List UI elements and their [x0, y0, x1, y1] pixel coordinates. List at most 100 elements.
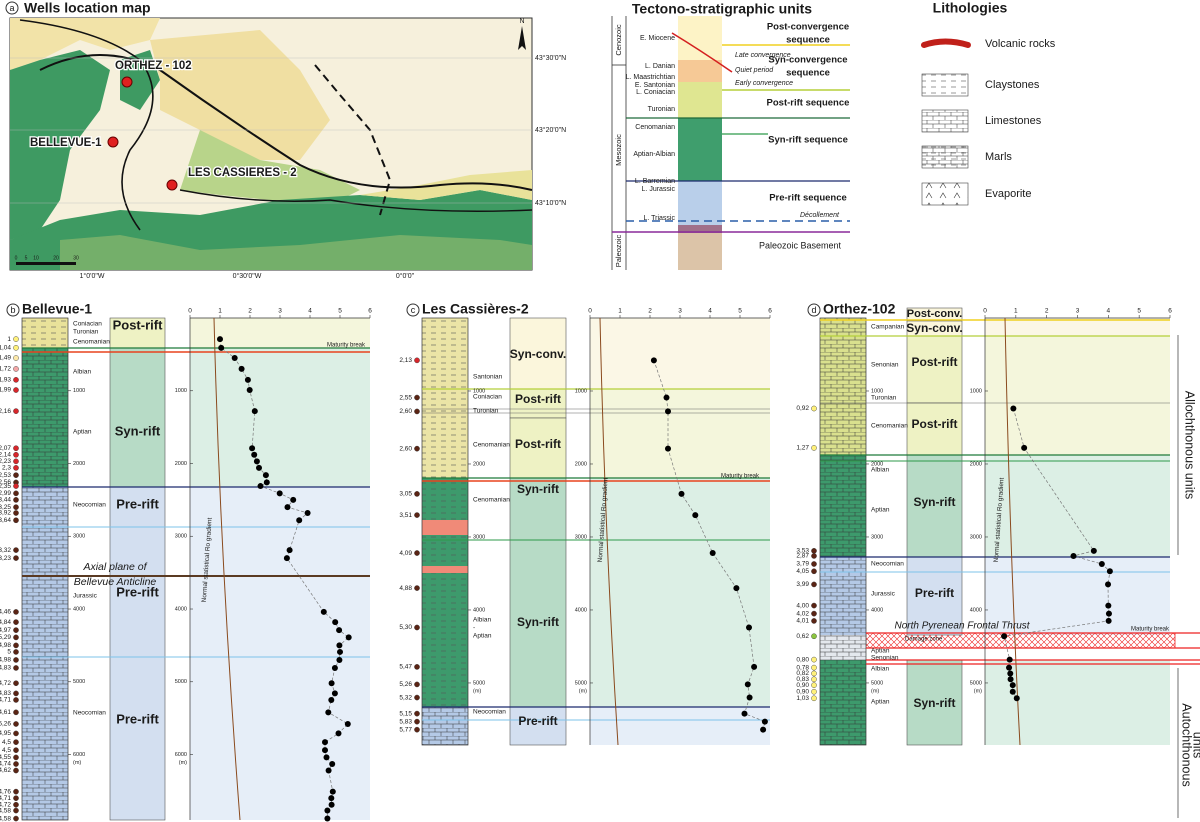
- ro-label: 4,84: [0, 619, 11, 626]
- lithology-pattern: [22, 318, 68, 348]
- era-label: Mesozoic: [614, 134, 623, 166]
- lat-label: 43°10'0"N: [535, 199, 566, 207]
- unit-box: [509, 417, 567, 479]
- lithology-pattern: [820, 635, 866, 660]
- ro-point: [290, 496, 297, 503]
- swatch-volcanic: [921, 38, 971, 48]
- ro-class-dot: [13, 801, 19, 808]
- ro-point: [733, 585, 740, 592]
- ro-point: [324, 815, 331, 822]
- unit-box: [509, 317, 567, 390]
- ro-point: [328, 696, 335, 703]
- lithology-pattern: [422, 318, 468, 478]
- scale-label: 10: [33, 255, 39, 261]
- ro-point: [650, 357, 657, 364]
- ro-label: 5,47: [399, 664, 412, 671]
- ro-label: 3,23: [0, 555, 11, 562]
- unit-label: Pre-rift: [915, 586, 954, 600]
- unit-label: Syn-conv.: [906, 321, 962, 335]
- well-name: LES CASSIERES - 2: [188, 167, 297, 179]
- ro-point: [1007, 676, 1014, 683]
- ro-point: [256, 464, 262, 471]
- ro-label: 0,83: [796, 676, 809, 683]
- y-tick-label: 5000: [871, 680, 883, 686]
- ro-class-dot: [414, 394, 420, 401]
- ro-label: 5,30: [399, 624, 412, 631]
- ro-label: 5,77: [399, 726, 412, 733]
- ro-label: 3,44: [0, 497, 11, 504]
- map-unit: [60, 235, 532, 270]
- x-tick-label: 3: [278, 308, 282, 315]
- note: Early convergence: [735, 80, 793, 87]
- side-label: Allochthonous units: [1183, 391, 1197, 499]
- ro-point: [284, 504, 291, 511]
- thrust: [19, 19, 154, 231]
- x-tick-label: 0: [983, 308, 987, 315]
- lat-label: 43°20'0"N: [535, 126, 566, 134]
- ro-label: 4,58: [0, 815, 11, 822]
- legend-label: Evaporite: [985, 188, 1031, 200]
- ro-class-dot: [811, 610, 817, 617]
- ro-point: [257, 483, 264, 490]
- y-tick-label: 5000: [575, 680, 587, 686]
- x-tick-label: 3: [1076, 308, 1080, 315]
- stratigraphy-label: Aptian: [73, 429, 92, 436]
- ro-class-dot: [13, 504, 19, 510]
- ro-label: 2,3: [2, 465, 11, 472]
- ro-class-dot: [13, 649, 19, 655]
- normal-gradient: [599, 317, 619, 746]
- sequence-label: Pre-rift sequence: [769, 193, 847, 204]
- panel-badge: [6, 303, 20, 317]
- x-tick-label: 1: [618, 308, 622, 315]
- lithology-pattern: [22, 487, 68, 820]
- ro-label: 5,26: [0, 721, 11, 728]
- ro-class-dot: [13, 657, 19, 663]
- ro-label: 0,62: [796, 633, 809, 640]
- stratigraphy-label: Aptian: [473, 633, 492, 640]
- ro-label: 5,83: [399, 718, 412, 725]
- panel-title: Tectono-stratigraphic units: [632, 1, 812, 17]
- stratigraphy-label: Santonian: [473, 374, 503, 381]
- ro-label: 4,55: [0, 754, 11, 761]
- ro-point: [304, 509, 311, 516]
- ro-class-dot: [13, 680, 19, 687]
- ro-point: [325, 767, 332, 774]
- ro-class-dot: [13, 483, 19, 489]
- ro-label: 3,25: [0, 504, 11, 511]
- ro-class-dot: [13, 609, 19, 615]
- y-tick-label: 5000: [73, 679, 85, 685]
- annotation: Damage zone: [905, 637, 943, 643]
- stratigraphy-label: Coniacian: [473, 394, 502, 401]
- ro-point: [283, 555, 290, 562]
- y-tick-label: 3000: [970, 534, 982, 540]
- ro-label: 3,99: [796, 581, 809, 588]
- y-tick-label: 3000: [871, 534, 883, 540]
- ro-label: 4,98: [0, 657, 11, 664]
- y-tick-label: 3000: [175, 534, 187, 540]
- stratigraphy-label: Neocomian: [73, 502, 106, 509]
- ro-class-dot: [13, 739, 19, 745]
- x-tick-label: 1: [218, 308, 222, 315]
- ro-class-dot: [13, 697, 19, 703]
- panel-label: d: [811, 305, 816, 315]
- ro-point: [1009, 682, 1016, 689]
- ro-class-dot: [414, 624, 420, 631]
- ro-class-dot: [13, 634, 19, 641]
- y-tick-label: 1000: [73, 388, 85, 394]
- ro-label: 2,23: [0, 458, 11, 465]
- ro-label: 2,60: [399, 408, 412, 415]
- stratigraphy-label: Jurassic: [871, 591, 896, 598]
- ro-class-dot: [13, 690, 19, 697]
- scale-label: 20: [53, 255, 59, 261]
- ro-class-dot: [13, 490, 19, 497]
- stage-label: L. Danian: [645, 63, 675, 70]
- sequence-label: Post-rift sequence: [767, 98, 850, 109]
- stratigraphy-label: Turonian: [473, 408, 499, 415]
- note: Décollement: [800, 212, 840, 219]
- ro-label: 1,93: [0, 377, 11, 384]
- ro-label: 4,88: [399, 585, 412, 592]
- ro-point: [328, 801, 335, 808]
- y-tick-label: 3000: [473, 534, 485, 540]
- panel-badge: [5, 1, 19, 15]
